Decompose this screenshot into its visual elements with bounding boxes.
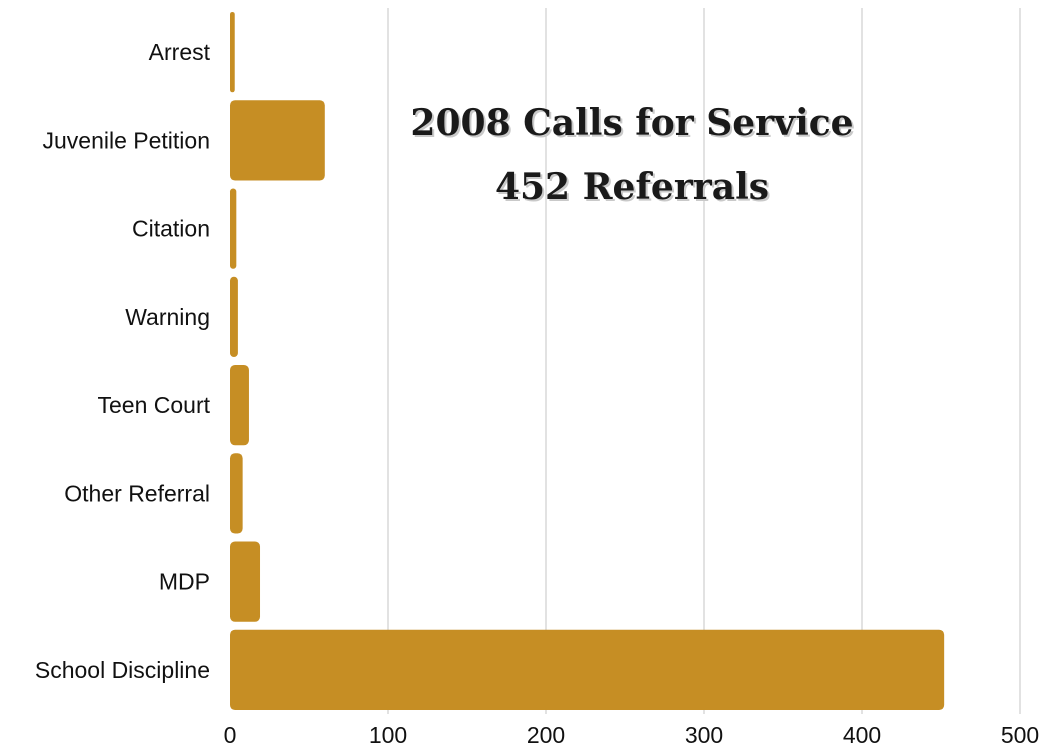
bar-mdp bbox=[230, 541, 261, 622]
x-tick-label-100: 100 bbox=[369, 722, 407, 747]
category-label-arrest: Arrest bbox=[149, 39, 211, 65]
category-label-citation: Citation bbox=[132, 216, 210, 242]
category-label-school-discipline: School Discipline bbox=[35, 657, 210, 683]
bar-juvenile-petition bbox=[230, 100, 325, 181]
category-label-teen-court: Teen Court bbox=[97, 392, 210, 418]
title-line-2-shadow: 452 Referrals bbox=[497, 168, 771, 210]
bar-school-discipline bbox=[230, 629, 945, 711]
chart-title: 2008 Calls for Service 2008 Calls for Se… bbox=[410, 102, 855, 210]
bar-other-referral bbox=[230, 453, 243, 534]
title-line-2: 452 Referrals bbox=[495, 166, 769, 208]
bar-teen-court bbox=[230, 364, 249, 446]
tick-labels: 0 100 200 300 400 500 bbox=[224, 722, 1040, 747]
category-label-warning: Warning bbox=[125, 304, 210, 330]
category-label-juvenile-petition: Juvenile Petition bbox=[43, 127, 211, 153]
category-label-other-referral: Other Referral bbox=[64, 480, 210, 506]
x-tick-label-200: 200 bbox=[527, 722, 565, 747]
title-line-1-shadow: 2008 Calls for Service bbox=[412, 104, 855, 146]
gridlines bbox=[387, 8, 1021, 714]
title-line-1: 2008 Calls for Service bbox=[410, 102, 853, 144]
category-label-mdp: MDP bbox=[159, 569, 210, 595]
x-tick-label-500: 500 bbox=[1001, 722, 1039, 747]
x-tick-label-300: 300 bbox=[685, 722, 723, 747]
category-labels: Arrest Juvenile Petition Citation Warning Te… bbox=[35, 39, 211, 683]
x-tick-label-0: 0 bbox=[224, 722, 237, 747]
bar-arrest bbox=[230, 11, 235, 93]
x-tick-label-400: 400 bbox=[843, 722, 881, 747]
bars bbox=[230, 11, 945, 711]
bar-warning bbox=[230, 276, 238, 358]
bar-citation bbox=[230, 188, 237, 269]
